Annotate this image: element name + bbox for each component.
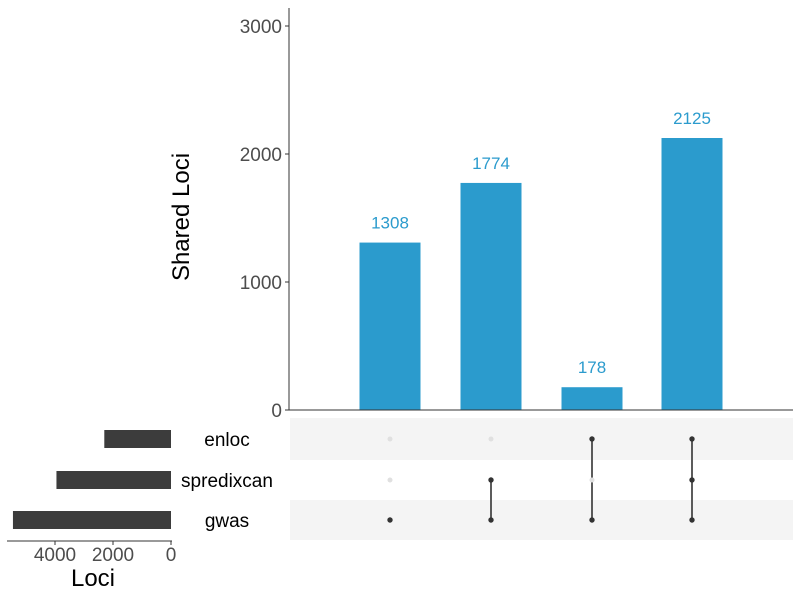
main-y-tick-label: 2000 <box>240 145 282 166</box>
matrix-dot-gwas-4 <box>689 517 695 523</box>
intersection-bar-label-3: 178 <box>578 358 606 377</box>
intersection-bar-label-4: 2125 <box>673 109 711 128</box>
set-x-tick-label: 4000 <box>34 545 76 566</box>
set-label-enloc: enloc <box>204 430 249 451</box>
intersection-bar-2 <box>460 182 522 410</box>
matrix-stripe-enloc <box>290 418 793 460</box>
matrix-dot-spredixcan-1 <box>387 477 393 483</box>
main-y-tick-label: 0 <box>271 401 282 422</box>
matrix-dot-gwas-1 <box>387 517 393 523</box>
matrix-dot-enloc-2 <box>488 436 494 442</box>
intersection-bar-4 <box>661 138 723 410</box>
set-label-gwas: gwas <box>205 511 249 532</box>
set-label-spredixcan: spredixcan <box>181 471 273 492</box>
set-size-bars <box>12 430 172 529</box>
matrix-dot-enloc-4 <box>689 436 695 442</box>
intersection-bars <box>359 138 723 410</box>
set-size-bar-spredixcan <box>56 471 172 489</box>
main-y-tick-label: 3000 <box>240 17 282 38</box>
set-x-tick-label: 0 <box>166 545 177 566</box>
intersection-bar-label-2: 1774 <box>472 154 510 173</box>
set-x-ticks: 4000 2000 0 <box>34 541 176 566</box>
main-y-axis-title: Shared Loci <box>168 153 195 281</box>
matrix-dots <box>387 436 695 523</box>
matrix-stripe-gwas <box>290 500 793 540</box>
main-y-tick-label: 1000 <box>240 273 282 294</box>
matrix-dot-spredixcan-2 <box>488 477 494 483</box>
set-x-tick-label: 2000 <box>92 545 134 566</box>
set-x-axis-title: Loci <box>71 565 115 592</box>
matrix-dot-spredixcan-3 <box>589 477 595 483</box>
set-size-bar-enloc <box>104 430 171 448</box>
intersection-bar-3 <box>561 387 623 410</box>
intersection-bar-labels: 1308 1774 178 2125 <box>371 109 711 377</box>
matrix-dot-enloc-1 <box>387 436 393 442</box>
matrix-dot-enloc-3 <box>589 436 595 442</box>
main-y-ticks: 0 1000 2000 3000 <box>240 17 289 422</box>
set-size-bar-gwas <box>12 511 172 529</box>
intersection-bar-1 <box>359 242 421 410</box>
matrix-dot-gwas-3 <box>589 517 595 523</box>
intersection-bar-label-1: 1308 <box>371 214 409 233</box>
matrix-dot-gwas-2 <box>488 517 494 523</box>
set-labels: enloc spredixcan gwas <box>181 430 273 532</box>
matrix-dot-spredixcan-4 <box>689 477 695 483</box>
